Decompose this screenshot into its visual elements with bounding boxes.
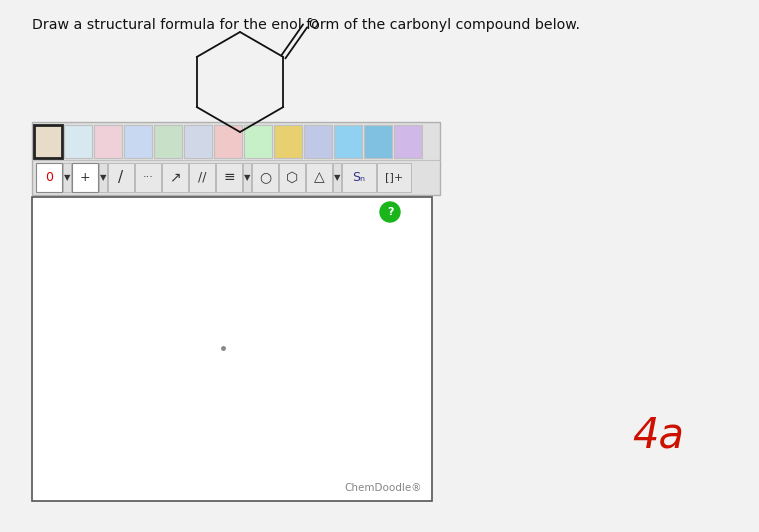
Bar: [306, 163, 332, 192]
Bar: [377, 163, 411, 192]
Bar: [162, 163, 188, 192]
Text: ↗: ↗: [169, 170, 181, 185]
Bar: [214, 125, 242, 158]
Bar: [94, 125, 122, 158]
Bar: [364, 125, 392, 158]
Text: []+: []+: [385, 172, 403, 182]
Bar: [108, 163, 134, 192]
Bar: [244, 125, 272, 158]
Bar: [342, 163, 376, 192]
Bar: [64, 125, 92, 158]
Text: ≡: ≡: [223, 170, 235, 185]
Bar: [334, 125, 362, 158]
Text: Draw a structural formula for the enol form of the carbonyl compound below.: Draw a structural formula for the enol f…: [32, 18, 580, 32]
Bar: [63, 163, 71, 192]
Text: 4a: 4a: [632, 414, 684, 456]
Text: ▼: ▼: [99, 173, 106, 182]
Text: O: O: [308, 19, 318, 31]
Text: ○: ○: [259, 170, 271, 185]
Text: ?: ?: [387, 207, 393, 217]
Bar: [279, 163, 305, 192]
Bar: [124, 125, 152, 158]
Bar: [333, 163, 341, 192]
Text: ···: ···: [143, 172, 153, 182]
Text: 0: 0: [45, 171, 53, 184]
Bar: [72, 163, 98, 192]
Bar: [243, 163, 251, 192]
Text: △: △: [313, 170, 324, 185]
Text: /: /: [118, 170, 124, 185]
Bar: [304, 125, 332, 158]
Bar: [32, 197, 432, 501]
Bar: [99, 163, 107, 192]
Text: +: +: [80, 171, 90, 184]
Text: ⬡: ⬡: [286, 170, 298, 185]
Text: ▼: ▼: [334, 173, 340, 182]
Text: ChemDoodle®: ChemDoodle®: [345, 483, 422, 493]
Bar: [216, 163, 242, 192]
Bar: [189, 163, 215, 192]
Bar: [274, 125, 302, 158]
Bar: [394, 125, 422, 158]
Bar: [32, 122, 440, 195]
Text: ▼: ▼: [64, 173, 71, 182]
Bar: [36, 163, 62, 192]
Bar: [154, 125, 182, 158]
Bar: [252, 163, 278, 192]
Circle shape: [380, 202, 400, 222]
Text: //: //: [198, 171, 206, 184]
Bar: [184, 125, 212, 158]
Text: Sₙ: Sₙ: [352, 171, 366, 184]
Bar: [34, 125, 62, 158]
Bar: [135, 163, 161, 192]
Text: ▼: ▼: [244, 173, 250, 182]
